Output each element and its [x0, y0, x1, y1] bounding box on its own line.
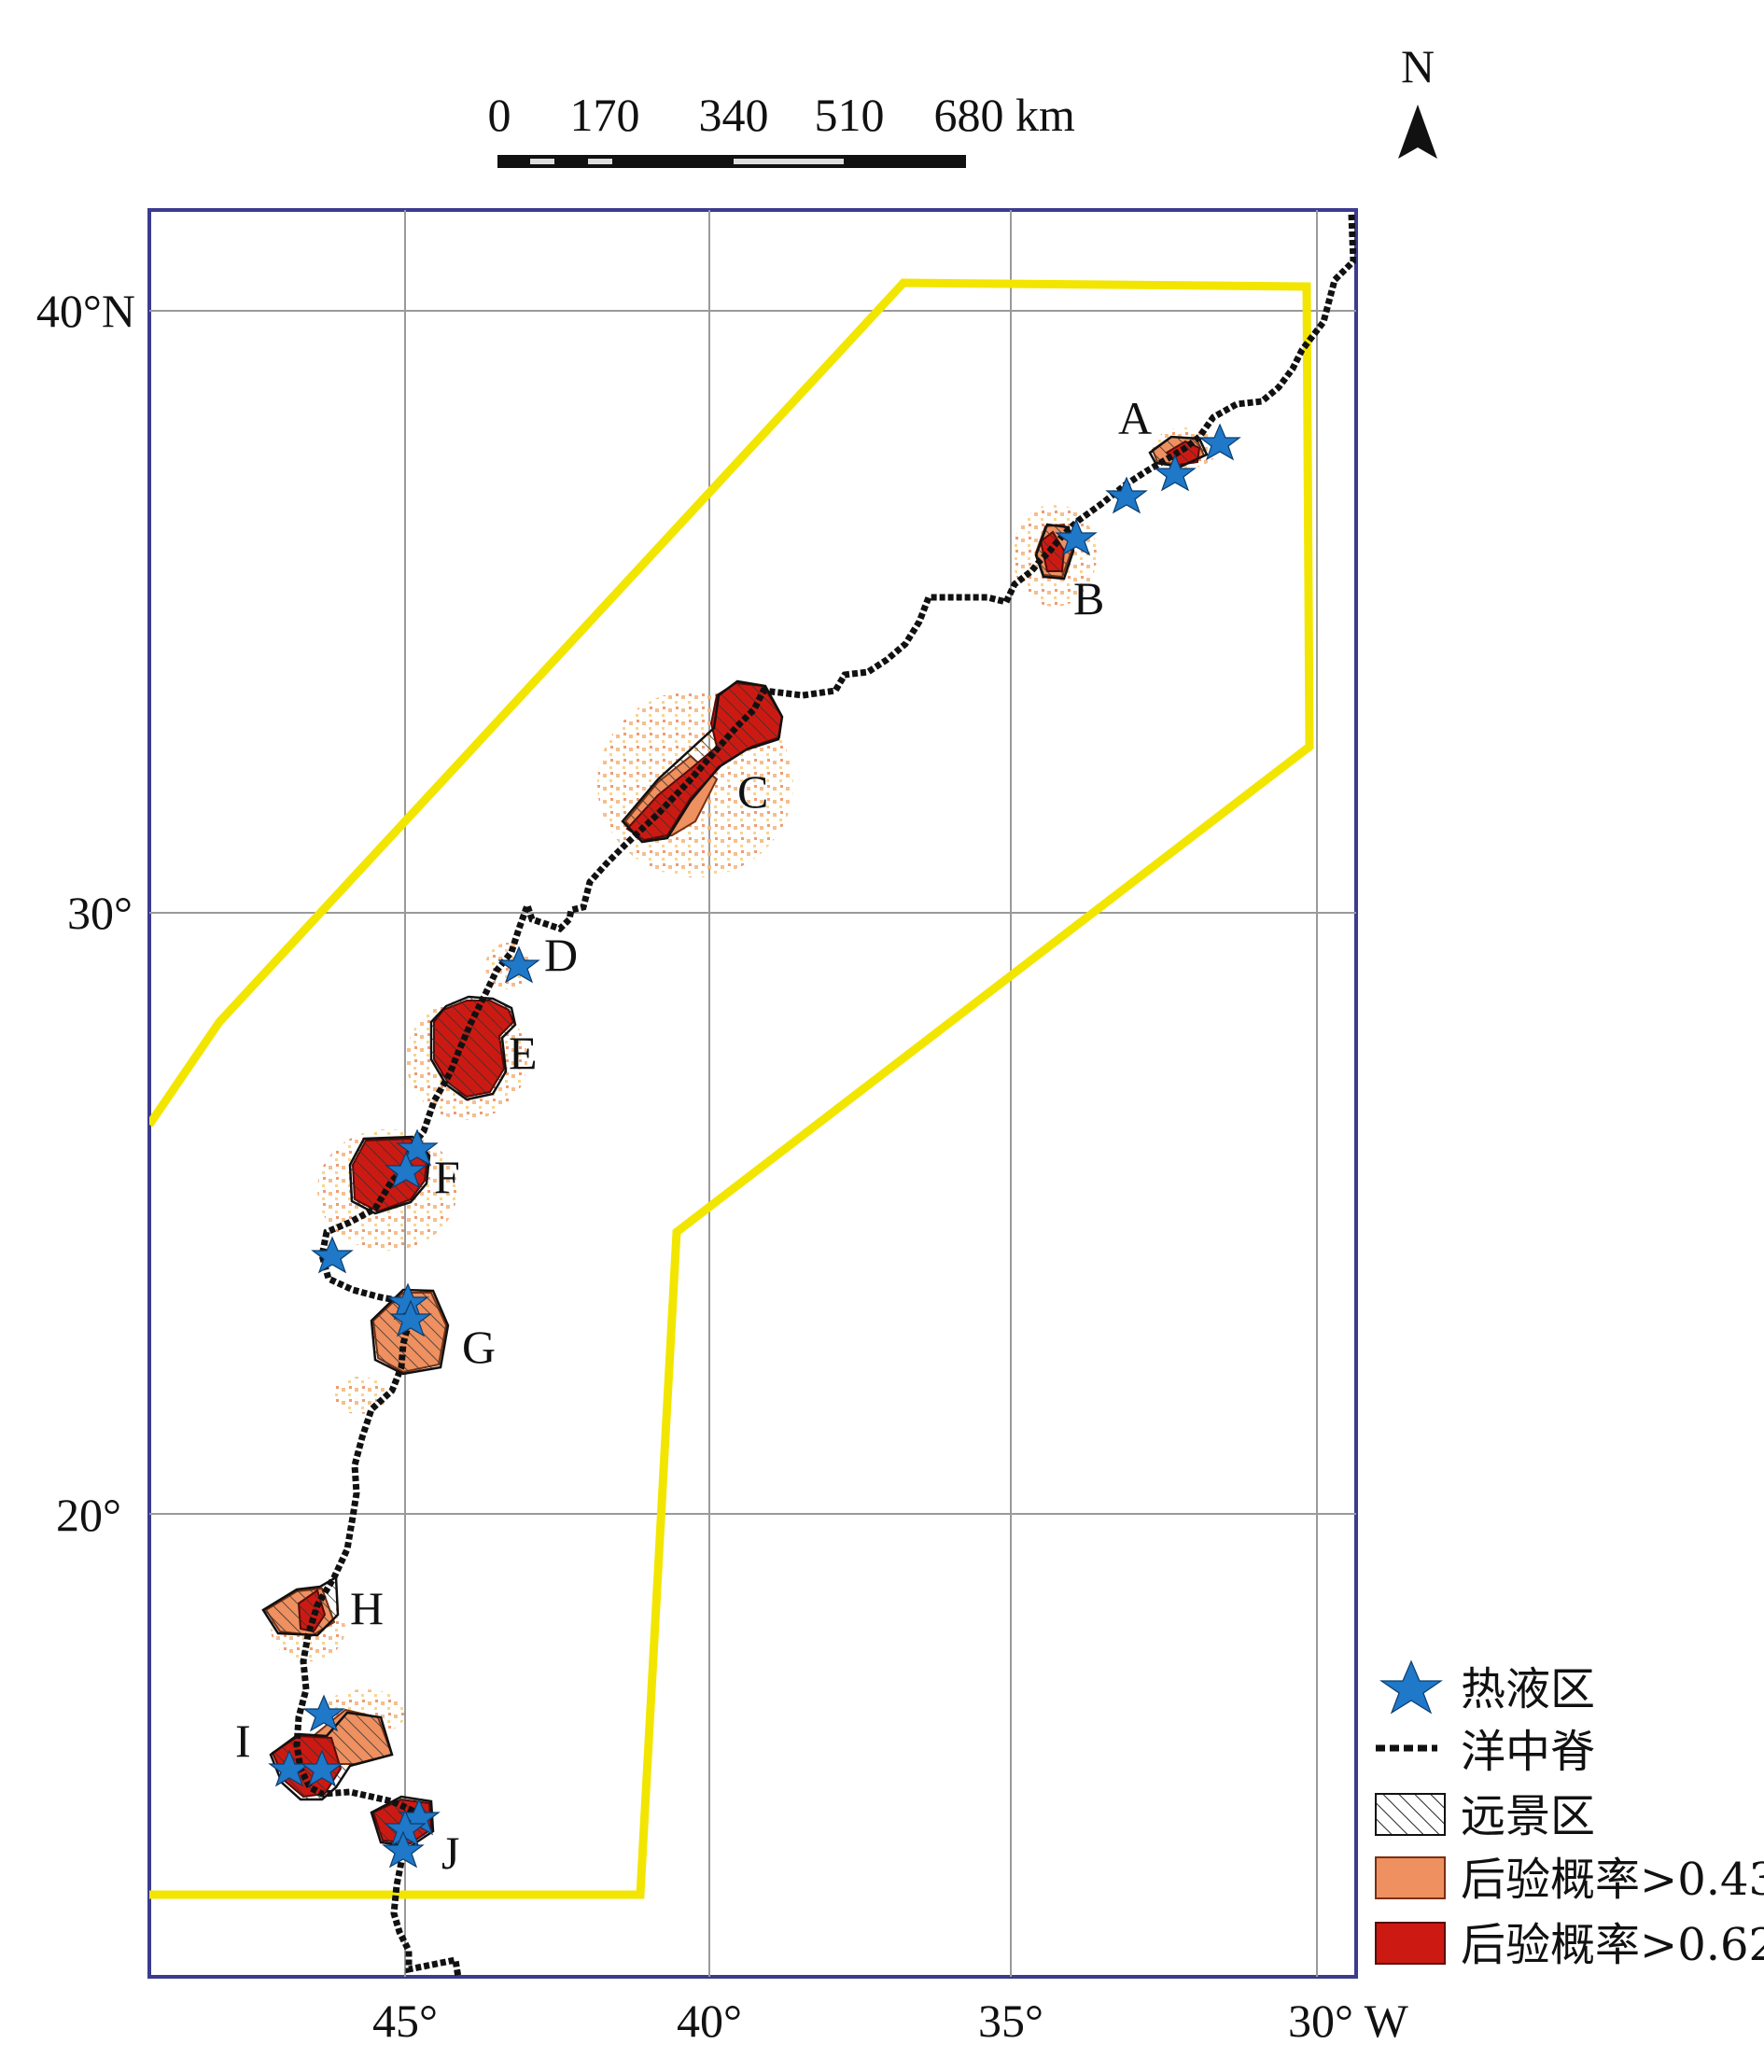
- region-label-e: E: [509, 1027, 538, 1079]
- study-area-boundary: [149, 278, 1314, 1899]
- legend-label-hydrothermal: 热液区: [1461, 1663, 1595, 1715]
- legend-item-prob-043: 后验概率>0.43: [1375, 1854, 1764, 1906]
- scale-bar-body: [497, 155, 966, 168]
- star-icon: [301, 1749, 343, 1787]
- map-frame: [147, 208, 1358, 1979]
- legend-label-ridge: 洋中脊: [1461, 1726, 1595, 1778]
- star-icon: [311, 1236, 354, 1274]
- region-labels: A B C D E F G H I J: [235, 392, 1152, 1879]
- scale-tick-label: 0: [488, 89, 511, 141]
- hydrothermal-sites: [268, 423, 1241, 1869]
- graticule: [149, 210, 1356, 1977]
- scale-bar-segment: [530, 159, 554, 164]
- star-icon: [382, 1830, 425, 1869]
- region-label-i: I: [235, 1715, 251, 1767]
- region-label-j: J: [441, 1827, 459, 1879]
- star-icon: [1379, 1659, 1443, 1715]
- legend: 热液区 洋中脊 远景区 后验概率>0.43 后验概率>0.62: [1375, 1659, 1764, 1971]
- legend-item-prospect: 远景区: [1375, 1790, 1595, 1842]
- star-icon: [385, 1151, 427, 1189]
- star-icon: [1154, 454, 1197, 492]
- prospect-area-i: [269, 1711, 394, 1801]
- legend-item-prob-062: 后验概率>0.62: [1375, 1919, 1764, 1971]
- region-label-h: H: [350, 1582, 384, 1634]
- region-label-g: G: [462, 1321, 496, 1373]
- scale-bar-segment: [588, 159, 612, 164]
- ridge-line: [293, 214, 1356, 1977]
- region-label-f: F: [434, 1151, 460, 1203]
- region-label-d: D: [544, 929, 578, 981]
- star-icon: [497, 945, 540, 984]
- hatch-swatch-icon: [1375, 1793, 1446, 1836]
- prospect-area-h: [261, 1575, 340, 1637]
- region-label-a: A: [1118, 392, 1152, 444]
- legend-label-prob-062: 后验概率>0.62: [1461, 1919, 1764, 1971]
- star-icon: [1105, 476, 1148, 514]
- star-icon: [302, 1694, 345, 1732]
- lon-label-35w: 35°: [978, 1995, 1043, 2047]
- legend-label-prob-043: 后验概率>0.43: [1461, 1854, 1764, 1906]
- scale-bar-segment: [734, 159, 844, 164]
- lat-label-20n: 20°: [56, 1489, 121, 1541]
- scale-tick-label: 170: [570, 89, 640, 141]
- scale-bar: 0 170 340 510 680 km: [488, 89, 1075, 168]
- north-arrow-icon: N: [1398, 40, 1437, 159]
- latitude-labels: 40°N 30° 20°: [36, 285, 135, 1541]
- longitude-labels: 45° 40° 35° 30° W: [372, 1995, 1409, 2047]
- north-arrow-label: N: [1401, 40, 1435, 92]
- star-icon: [389, 1299, 432, 1337]
- mid-ocean-ridge: [293, 214, 1356, 1977]
- star-icon: [1198, 423, 1241, 461]
- lat-label-40n: 40°N: [36, 285, 135, 337]
- lon-label-40w: 40°: [677, 1995, 742, 2047]
- lon-label-30w: 30° W: [1288, 1995, 1409, 2047]
- legend-label-prospect: 远景区: [1461, 1790, 1595, 1842]
- lat-label-30n: 30°: [67, 887, 133, 939]
- region-label-b: B: [1073, 572, 1104, 624]
- scale-tick-label: 510: [815, 89, 885, 141]
- scale-unit-label: km: [1015, 89, 1075, 141]
- region-label-c: C: [737, 765, 768, 818]
- legend-item-ridge: 洋中脊: [1376, 1726, 1595, 1778]
- lon-label-45w: 45°: [372, 1995, 438, 2047]
- red-swatch-icon: [1375, 1922, 1446, 1965]
- orange-swatch-icon: [1375, 1856, 1446, 1899]
- scale-tick-label: 680: [934, 89, 1004, 141]
- star-icon: [1055, 518, 1098, 556]
- legend-item-hydrothermal: 热液区: [1379, 1659, 1595, 1715]
- scale-tick-label: 340: [699, 89, 769, 141]
